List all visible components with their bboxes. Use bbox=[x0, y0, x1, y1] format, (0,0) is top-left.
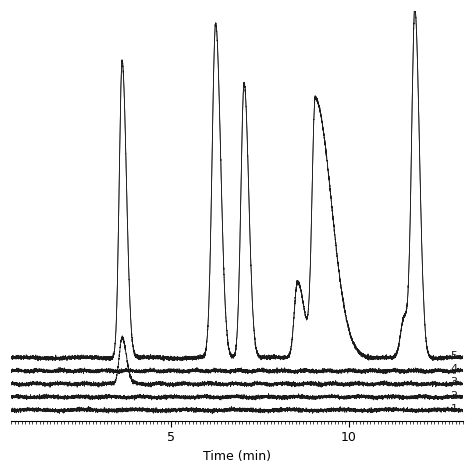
Text: 2: 2 bbox=[450, 391, 457, 401]
Text: 5: 5 bbox=[450, 351, 457, 361]
Text: 1: 1 bbox=[450, 403, 457, 414]
Text: 3: 3 bbox=[450, 377, 457, 387]
X-axis label: Time (min): Time (min) bbox=[203, 450, 271, 463]
Text: 4: 4 bbox=[450, 365, 457, 374]
